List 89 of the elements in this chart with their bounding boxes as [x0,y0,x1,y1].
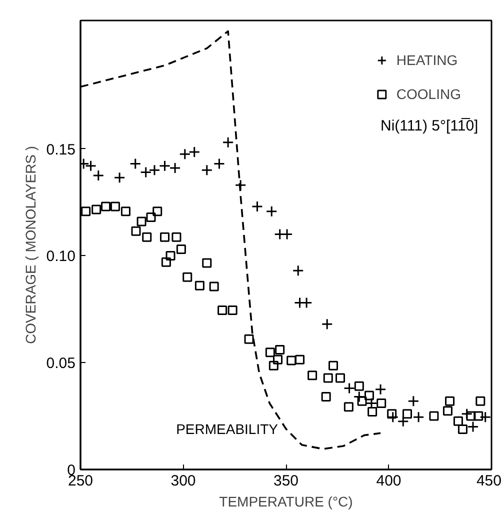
point [445,396,455,406]
point [110,202,120,212]
point [474,411,484,421]
x-tick-label: 350 [273,472,299,490]
point [142,232,152,242]
point [321,392,331,402]
point [353,391,365,403]
point [213,158,225,170]
point [292,264,304,276]
point [397,416,409,428]
point [368,407,378,417]
point [265,348,275,358]
legend-label: HEATING [396,52,458,68]
point [179,148,191,160]
point [442,406,452,416]
y-axis-title: COVERAGE ( MONOLAYERS ) [22,146,38,344]
point [476,396,486,406]
point [146,212,156,222]
point [152,206,162,216]
point [466,411,476,421]
point [387,409,397,419]
point [344,402,354,412]
point [268,360,278,370]
point [328,360,338,370]
point [130,158,142,170]
point [194,280,204,290]
point [357,396,367,406]
point [136,216,146,226]
point [273,354,283,364]
point [218,305,228,315]
point [92,204,102,214]
x-tick-label: 300 [170,472,196,490]
point [402,409,412,419]
point [114,172,126,184]
x-axis-title: TEMPERATURE (°C) [219,494,353,510]
point [131,226,141,236]
point [321,318,333,330]
point [412,411,424,423]
point [275,345,285,355]
point [308,370,318,380]
x-tick-label: 450 [476,472,501,490]
series-label: PERMEABILITY [176,420,279,437]
y-tick-label: 0.05 [46,355,76,372]
point [161,257,171,267]
point [458,424,468,434]
point [169,162,181,174]
point [286,356,296,366]
point [160,232,170,242]
point [387,411,399,423]
point [101,202,111,212]
point [222,136,234,148]
point [453,416,463,426]
point [148,164,160,176]
y-tick-label: 0.10 [46,248,76,266]
point [166,250,176,260]
point [159,160,171,172]
point [344,382,356,394]
point [81,206,91,216]
point [92,170,104,182]
point [234,179,246,191]
point [202,258,212,268]
point [228,305,238,315]
point [429,411,439,421]
x-tick-label: 400 [376,472,402,490]
point [85,160,97,172]
point [295,354,305,364]
point [172,232,182,242]
point [244,334,254,344]
point [251,200,263,212]
point [201,164,213,176]
point [408,395,420,407]
point [323,373,333,383]
point [140,166,152,178]
y-tick-label: 0.15 [46,141,76,158]
point [480,411,492,423]
point [209,282,219,292]
point [364,390,374,400]
point [188,146,200,158]
point [336,373,345,383]
point [354,381,364,391]
point [374,384,386,396]
point [176,244,186,254]
point [467,420,479,432]
point [120,206,130,216]
annotation: Ni(111) 5°[11̅0] [380,118,478,134]
point [266,206,278,218]
point [376,398,386,408]
legend-label: COOLING [396,86,461,102]
point [182,272,192,282]
